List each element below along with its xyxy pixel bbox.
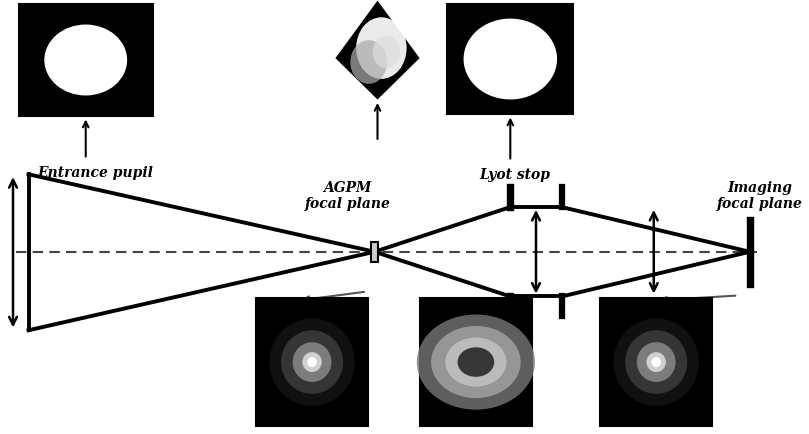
Ellipse shape xyxy=(356,18,407,80)
Bar xyxy=(19,5,153,116)
Text: Imaging
focal plane: Imaging focal plane xyxy=(717,181,803,211)
Ellipse shape xyxy=(293,342,332,382)
Polygon shape xyxy=(337,3,418,99)
Text: Entrance pupil: Entrance pupil xyxy=(37,166,154,180)
Bar xyxy=(371,242,378,262)
Ellipse shape xyxy=(625,331,687,394)
Ellipse shape xyxy=(303,352,322,372)
Ellipse shape xyxy=(307,357,317,367)
Ellipse shape xyxy=(646,352,666,372)
Ellipse shape xyxy=(458,348,494,377)
Ellipse shape xyxy=(373,36,400,69)
Bar xyxy=(600,299,712,426)
Ellipse shape xyxy=(431,326,521,398)
Ellipse shape xyxy=(613,319,699,406)
Ellipse shape xyxy=(45,26,126,95)
Text: AGPM
focal plane: AGPM focal plane xyxy=(304,181,391,211)
Bar xyxy=(420,299,532,426)
Ellipse shape xyxy=(281,331,343,394)
Ellipse shape xyxy=(417,315,535,410)
Ellipse shape xyxy=(464,20,557,99)
Ellipse shape xyxy=(269,319,354,406)
Text: Lyot stop: Lyot stop xyxy=(480,168,551,182)
Ellipse shape xyxy=(350,41,388,85)
Ellipse shape xyxy=(445,338,506,387)
Ellipse shape xyxy=(637,342,676,382)
Bar xyxy=(447,5,574,115)
Ellipse shape xyxy=(651,357,661,367)
Bar xyxy=(256,299,368,426)
